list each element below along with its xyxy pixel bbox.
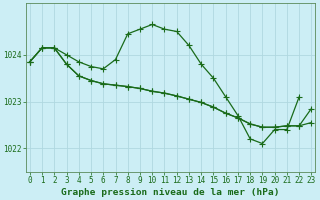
X-axis label: Graphe pression niveau de la mer (hPa): Graphe pression niveau de la mer (hPa) [61, 188, 280, 197]
